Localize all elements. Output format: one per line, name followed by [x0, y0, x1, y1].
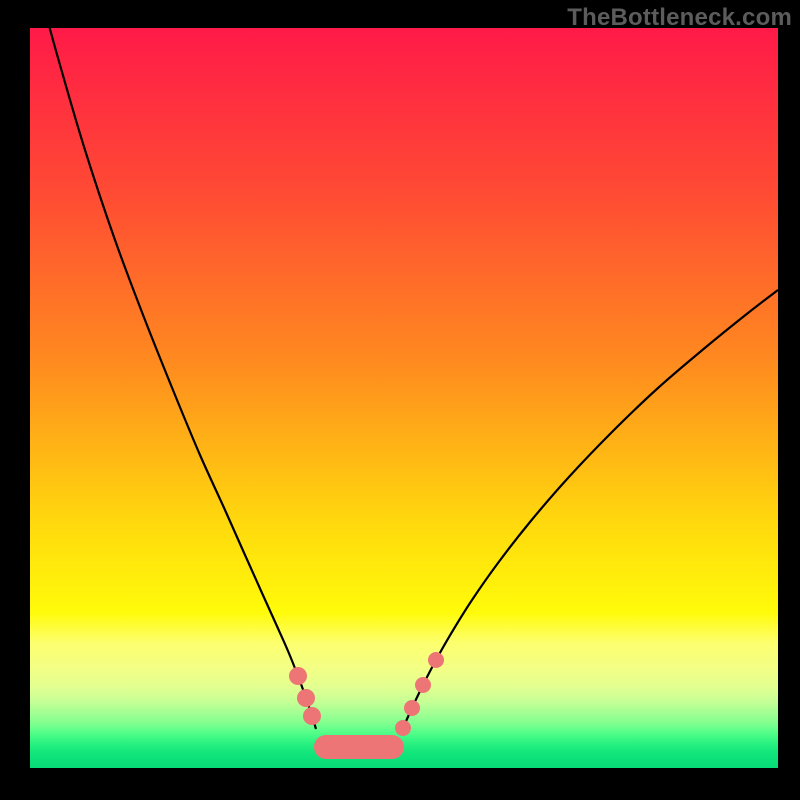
valley-bar: [314, 735, 404, 759]
watermark-text: TheBottleneck.com: [567, 4, 792, 32]
curve-right: [403, 290, 778, 728]
chart-frame: TheBottleneck.com: [0, 0, 800, 800]
curve-layer: [30, 28, 778, 768]
marker-dot: [289, 667, 307, 685]
plot-area: [30, 28, 778, 768]
marker-dot: [395, 720, 411, 736]
curve-left: [42, 28, 316, 729]
marker-dot: [428, 652, 444, 668]
marker-dot: [303, 707, 321, 725]
marker-dot: [415, 677, 431, 693]
marker-dot: [297, 689, 315, 707]
marker-dot: [404, 700, 420, 716]
markers-left: [289, 667, 321, 725]
